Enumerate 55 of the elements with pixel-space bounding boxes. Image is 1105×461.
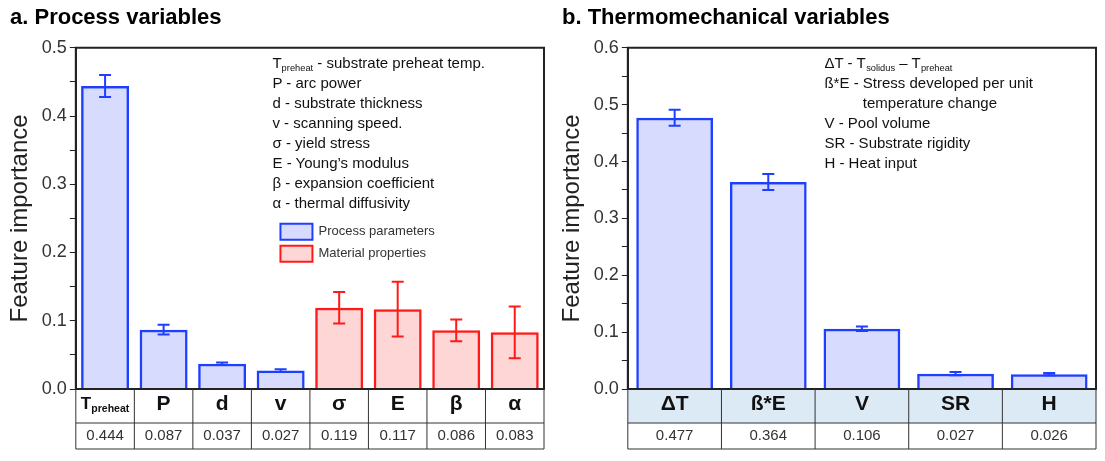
chart-title: b. Thermomechanical variables <box>561 3 891 31</box>
annotation: β - expansion coefficient <box>272 173 436 191</box>
annotation: α - thermal diffusivity <box>272 193 411 211</box>
data-label: 0.117 <box>379 426 416 444</box>
legend-label: Material properties <box>318 245 427 261</box>
data-label: 0.444 <box>86 426 124 444</box>
y-tick-label: 0.5 <box>593 93 619 114</box>
x-tick-label: β <box>449 390 463 414</box>
y-tick-label: 0.0 <box>593 377 619 398</box>
data-label: 0.119 <box>320 426 358 444</box>
annotation: P - arc power <box>272 73 362 91</box>
annotation: SR - Substrate rigidity <box>824 133 971 151</box>
data-label: 0.364 <box>749 426 788 444</box>
y-tick-label: 0.5 <box>41 36 67 57</box>
x-tick-label: E <box>390 390 405 414</box>
annotation: ß*E - Stress developed per unit temperature change <box>824 73 1034 111</box>
x-tick-label: V <box>854 390 869 414</box>
annotation: σ - yield stress <box>272 133 371 151</box>
y-tick-label: 0.1 <box>593 321 619 342</box>
annotation: E - Young’s modulus <box>272 153 409 171</box>
data-label: 0.027 <box>261 426 300 444</box>
annotation: v - scanning speed. <box>272 113 403 131</box>
x-tick-label: v <box>274 390 287 414</box>
x-tick-label: α <box>508 390 522 414</box>
data-label: 0.026 <box>1030 426 1068 444</box>
x-tick-label: ΔT <box>660 390 689 414</box>
annotation: V - Pool volume <box>824 113 931 131</box>
data-label: 0.037 <box>203 426 241 444</box>
x-tick-label: ß*E <box>750 390 786 414</box>
y-axis-title: Feature importance <box>5 114 33 323</box>
data-label: 0.106 <box>843 426 881 444</box>
y-tick-label: 0.3 <box>593 207 619 228</box>
data-label: 0.086 <box>437 426 475 444</box>
x-tick-label: H <box>1041 390 1057 414</box>
y-tick-label: 0.2 <box>41 241 67 262</box>
x-tick-label: d <box>215 390 229 414</box>
y-tick-label: 0.1 <box>41 309 67 330</box>
y-tick-label: 0.6 <box>593 36 619 57</box>
y-tick-label: 0.2 <box>593 264 619 285</box>
y-tick-label: 0.0 <box>41 377 67 398</box>
data-label: 0.087 <box>144 426 183 444</box>
y-axis-title: Feature importance <box>557 114 585 323</box>
chart-title: a. Process variables <box>9 3 223 31</box>
annotation: d - substrate thickness <box>272 93 423 111</box>
y-tick-label: 0.4 <box>41 105 67 126</box>
data-label: 0.027 <box>936 426 975 444</box>
x-tick-label: σ <box>331 390 347 414</box>
x-tick-label: SR <box>940 390 971 414</box>
legend-label: Process parameters <box>318 223 436 239</box>
data-label: 0.477 <box>655 426 694 444</box>
x-tick-label: P <box>156 390 171 414</box>
data-label: 0.083 <box>495 426 534 444</box>
y-tick-label: 0.3 <box>41 173 67 194</box>
y-tick-label: 0.4 <box>593 150 619 171</box>
annotation: H - Heat input <box>824 153 918 171</box>
